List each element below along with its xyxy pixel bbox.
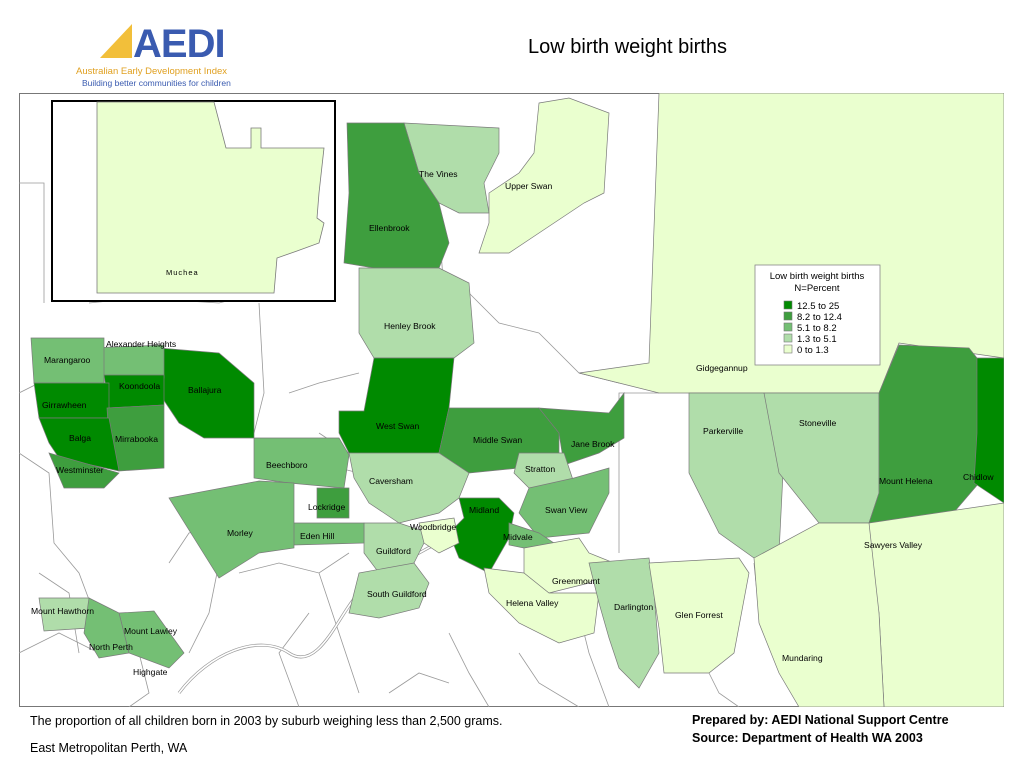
footer-prepared-by: Prepared by: AEDI National Support Centr… <box>692 713 949 727</box>
suburb-westminster[interactable] <box>48 452 120 489</box>
suburb-glen-forrest[interactable] <box>648 557 750 674</box>
label-darlington: Darlington <box>614 602 653 612</box>
map[interactable]: Muchea The Vines Upper Swan Ellenbrook H… <box>19 93 1004 707</box>
label-mount-hawthorn: Mount Hawthorn <box>31 606 94 616</box>
logo-tagline: Building better communities for children <box>82 78 231 88</box>
inset-muchea[interactable] <box>96 101 325 294</box>
suburb-henley-brook[interactable] <box>358 267 475 359</box>
legend-item-label: 1.3 to 5.1 <box>797 334 837 345</box>
label-lockridge: Lockridge <box>308 502 345 512</box>
label-westminster: Westminster <box>56 465 104 475</box>
label-chidlow: Chidlow <box>963 472 994 482</box>
footer-description: The proportion of all children born in 2… <box>30 714 503 728</box>
legend-swatch <box>783 322 793 332</box>
page-title: Low birth weight births <box>528 36 727 58</box>
suburb-upper-swan[interactable] <box>478 97 610 254</box>
suburb-labels: The Vines Upper Swan Ellenbrook Henley B… <box>31 169 994 677</box>
label-alexander-heights: Alexander Heights <box>106 339 176 349</box>
label-woodbridge: Woodbridge <box>410 522 456 532</box>
label-koondoola: Koondoola <box>119 381 160 391</box>
label-guildford: Guildford <box>376 546 411 556</box>
label-the-vines: The Vines <box>419 169 458 179</box>
label-marangaroo: Marangaroo <box>44 355 91 365</box>
label-west-swan: West Swan <box>376 421 420 431</box>
label-midland: Midland <box>469 505 499 515</box>
suburb-chidlow[interactable] <box>973 357 1004 504</box>
suburb-jane-brook[interactable] <box>538 391 625 466</box>
suburb-koondoola[interactable] <box>103 374 165 409</box>
label-mundaring: Mundaring <box>782 653 823 663</box>
label-mount-lawley: Mount Lawley <box>124 626 178 636</box>
swan-river-inner <box>178 537 460 694</box>
legend: Low birth weight births N=Percent 12.5 t… <box>754 264 881 366</box>
label-gidgegannup: Gidgegannup <box>696 363 748 373</box>
legend-swatch <box>783 311 793 321</box>
legend-swatch <box>783 300 793 310</box>
legend-item-label: 5.1 to 8.2 <box>797 323 837 334</box>
label-jane-brook: Jane Brook <box>571 439 615 449</box>
suburb-swan-view[interactable] <box>518 467 610 539</box>
label-balga: Balga <box>69 433 91 443</box>
suburb-mount-helena[interactable] <box>868 344 980 524</box>
suburb-morley[interactable] <box>168 480 295 579</box>
suburb-lockridge[interactable] <box>316 487 350 519</box>
label-mount-helena: Mount Helena <box>879 476 933 486</box>
label-girrawheen: Girrawheen <box>42 400 87 410</box>
footer-source: Source: Department of Health WA 2003 <box>692 731 923 745</box>
label-middle-swan: Middle Swan <box>473 435 522 445</box>
aedi-logo: AEDI <box>100 22 226 66</box>
suburb-north-perth[interactable] <box>83 597 130 659</box>
logo-org-name: Australian Early Development Index <box>76 66 228 77</box>
label-ellenbrook: Ellenbrook <box>369 223 410 233</box>
label-midvale: Midvale <box>503 532 533 542</box>
suburb-mundaring[interactable] <box>753 522 885 707</box>
legend-item-label: 12.5 to 25 <box>797 301 839 312</box>
legend-item-label: 8.2 to 12.4 <box>797 312 842 323</box>
label-sawyers-valley: Sawyers Valley <box>864 540 923 550</box>
label-morley: Morley <box>227 528 253 538</box>
inset-label-muchea: Muchea <box>166 268 199 277</box>
legend-subtitle: N=Percent <box>794 283 840 294</box>
label-parkerville: Parkerville <box>703 426 743 436</box>
label-upper-swan: Upper Swan <box>505 181 553 191</box>
inset-map: Muchea <box>51 100 336 302</box>
logo-wordmark: AEDI <box>133 22 225 66</box>
label-highgate: Highgate <box>133 667 168 677</box>
label-beechboro: Beechboro <box>266 460 308 470</box>
legend-box <box>754 264 881 366</box>
label-south-guildford: South Guildford <box>367 589 427 599</box>
label-ballajura: Ballajura <box>188 385 222 395</box>
legend-swatch <box>783 344 793 354</box>
suburb-south-guildford[interactable] <box>348 562 430 619</box>
label-stoneville: Stoneville <box>799 418 836 428</box>
label-greenmount: Greenmount <box>552 576 600 586</box>
label-glen-forrest: Glen Forrest <box>675 610 723 620</box>
footer-region: East Metropolitan Perth, WA <box>30 741 188 755</box>
legend-item-label: 0 to 1.3 <box>797 345 829 356</box>
label-mirrabooka: Mirrabooka <box>115 434 158 444</box>
suburb-sawyers-valley[interactable] <box>868 502 1004 707</box>
legend-swatch <box>783 333 793 343</box>
suburb-ellenbrook[interactable] <box>343 122 450 269</box>
label-stratton: Stratton <box>525 464 555 474</box>
suburb-caversham[interactable] <box>348 452 470 524</box>
label-henley-brook: Henley Brook <box>384 321 436 331</box>
label-caversham: Caversham <box>369 476 413 486</box>
suburb-woodbridge[interactable] <box>418 517 460 554</box>
legend-title: Low birth weight births <box>770 271 865 282</box>
label-swan-view: Swan View <box>545 505 588 515</box>
label-eden-hill: Eden Hill <box>300 531 334 541</box>
label-helena-valley: Helena Valley <box>506 598 559 608</box>
suburb-helena-valley[interactable] <box>483 567 600 644</box>
label-north-perth: North Perth <box>89 642 133 652</box>
logo-triangle-icon <box>100 24 132 58</box>
